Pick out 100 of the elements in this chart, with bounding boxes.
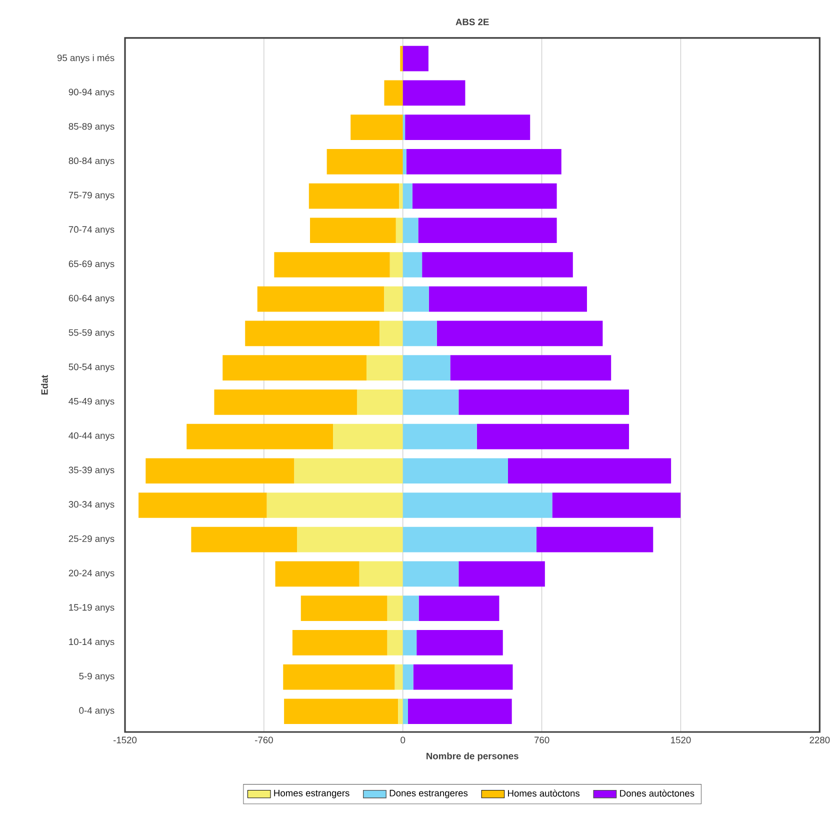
- bar: [412, 183, 557, 209]
- x-tick-label: 760: [534, 736, 550, 744]
- bar: [396, 218, 403, 244]
- y-tick-label: 10-14 anys: [69, 638, 114, 647]
- x-tick-label: 0: [400, 736, 406, 744]
- bar: [402, 80, 466, 106]
- bar: [408, 698, 512, 724]
- bar: [356, 390, 403, 415]
- bar: [418, 596, 500, 621]
- bar: [191, 526, 298, 552]
- y-tick-label: 70-74 anys: [68, 226, 114, 235]
- bar: [402, 252, 422, 278]
- bar: [536, 526, 654, 552]
- y-tick-label: 20-24 anys: [68, 570, 114, 578]
- y-tick-label: 75-79 anys: [68, 192, 114, 200]
- bar: [292, 630, 388, 656]
- bar: [416, 630, 503, 656]
- bar: [402, 424, 477, 450]
- bar: [402, 218, 418, 244]
- bar: [402, 355, 450, 380]
- y-axis-title: Edat: [41, 375, 48, 394]
- bar: [402, 183, 412, 209]
- bar: [390, 252, 403, 278]
- bar: [402, 596, 419, 621]
- bar: [402, 492, 552, 518]
- bar: [402, 630, 417, 656]
- bar: [350, 114, 403, 140]
- y-tick-label: 0-4 anys: [79, 707, 114, 716]
- bar: [402, 114, 406, 140]
- bar: [387, 596, 403, 621]
- y-tick-label: 15-19 anys: [69, 604, 114, 613]
- bar: [222, 355, 366, 380]
- bar: [458, 390, 630, 415]
- bar: [402, 458, 508, 484]
- y-tick-label: 85-89 anys: [68, 123, 114, 132]
- bar: [394, 664, 403, 690]
- bar: [398, 698, 403, 724]
- y-tick-label: 30-34 anys: [68, 501, 114, 510]
- bar: [428, 286, 587, 312]
- bar: [384, 80, 403, 106]
- bar: [400, 46, 403, 72]
- x-axis-title: Nombre de persones: [426, 752, 518, 762]
- bar: [380, 320, 403, 346]
- bar: [436, 320, 603, 346]
- y-tick-label: 50-54 anys: [68, 364, 114, 372]
- bar: [266, 492, 403, 518]
- x-tick-label: -1520: [113, 736, 137, 744]
- bar: [402, 390, 459, 415]
- bar: [402, 698, 408, 724]
- bar: [405, 114, 530, 140]
- bar: [552, 492, 681, 518]
- bar: [359, 561, 403, 587]
- bar: [402, 286, 429, 312]
- x-tick-label: 1520: [671, 736, 691, 744]
- bar: [300, 596, 388, 621]
- bar: [326, 149, 403, 174]
- bar: [366, 355, 403, 380]
- y-tick-label: 65-69 anys: [68, 260, 114, 269]
- bar: [308, 183, 400, 209]
- bar: [310, 218, 396, 244]
- bar: [508, 458, 672, 484]
- legend-label: Dones estrangeres: [390, 790, 468, 798]
- bar: [384, 286, 403, 312]
- legend-label: Homes autòctons: [508, 790, 580, 797]
- x-tick-label: -760: [255, 736, 273, 744]
- chart-title: ABS 2E: [456, 18, 489, 26]
- y-tick-label: 95 anys i més: [57, 54, 114, 64]
- y-tick-label: 35-39 anys: [68, 466, 114, 476]
- bar: [413, 664, 513, 690]
- bar: [450, 355, 612, 380]
- bar: [402, 149, 406, 174]
- bar: [402, 526, 537, 552]
- bar: [283, 664, 395, 690]
- y-tick-label: 5-9 anys: [79, 672, 114, 682]
- y-tick-label: 45-49 anys: [68, 398, 114, 406]
- bar: [333, 424, 403, 450]
- bar: [418, 218, 557, 244]
- bar: [297, 526, 403, 552]
- y-tick-label: 80-84 anys: [68, 157, 114, 166]
- bar: [146, 458, 294, 484]
- bar: [387, 630, 403, 656]
- bar: [402, 46, 428, 72]
- bar: [245, 320, 380, 346]
- legend-label: Dones autòctones: [620, 790, 694, 797]
- y-tick-label: 60-64 anys: [68, 294, 114, 304]
- bar: [275, 561, 360, 587]
- bar: [402, 664, 414, 690]
- bar: [476, 424, 630, 450]
- bar: [257, 286, 384, 312]
- y-tick-label: 55-59 anys: [68, 329, 114, 338]
- bar: [402, 320, 437, 346]
- bar: [422, 252, 573, 278]
- legend-label: Homes estrangers: [274, 790, 350, 798]
- x-tick-label: 2280: [810, 736, 830, 744]
- y-tick-label: 25-29 anys: [68, 535, 114, 544]
- bar: [214, 390, 357, 415]
- bar: [284, 698, 398, 724]
- bar: [186, 424, 334, 450]
- bar: [274, 252, 390, 278]
- bar: [406, 149, 562, 174]
